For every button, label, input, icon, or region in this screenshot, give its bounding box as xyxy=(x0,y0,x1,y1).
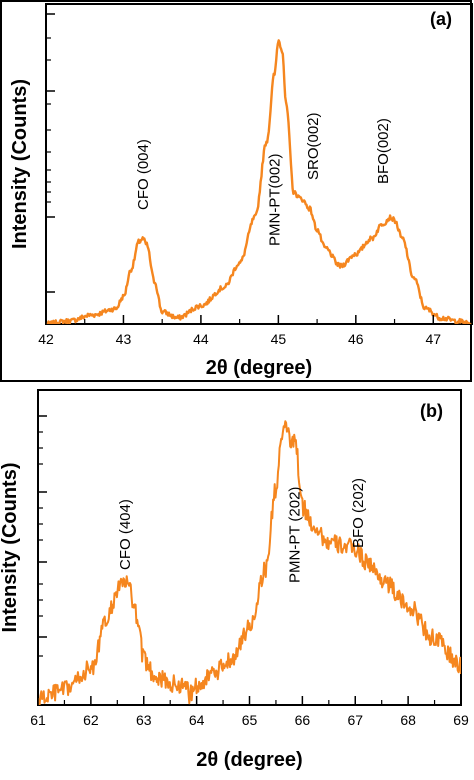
peak-label: PMN-PT (202) xyxy=(286,487,303,583)
x-axis-title: 2θ (degree) xyxy=(206,357,312,379)
xrd-chart-a: 42 43 44 45 46 47 2θ (degree) Intensity (Counts… xyxy=(9,3,473,379)
x-tick-label: 61 xyxy=(30,712,46,728)
plot-frame xyxy=(37,389,462,706)
x-tick-label: 65 xyxy=(242,712,258,728)
x-axis-title: 2θ (degree) xyxy=(196,749,302,771)
chart-panel-a: 42 43 44 45 46 47 2θ (degree) Intensity (Counts… xyxy=(0,0,473,382)
y-axis-title: Intensity (Counts) xyxy=(9,79,31,249)
peak-label: SRO(002) xyxy=(305,112,322,180)
peak-label: CFO (004) xyxy=(135,139,152,210)
x-tick-label: 69 xyxy=(453,712,469,728)
x-tick-label: 46 xyxy=(348,331,364,347)
y-axis-title: Intensity (Counts) xyxy=(0,463,21,633)
peak-label: CFO (404) xyxy=(117,499,134,570)
x-tick-label: 63 xyxy=(136,712,152,728)
panel-label: (b) xyxy=(420,401,443,421)
x-tick-label: 62 xyxy=(83,712,99,728)
x-tick-label: 44 xyxy=(193,331,209,347)
xrd-chart-b: 61 62 63 64 65 66 67 68 69 2θ (degree) Intensity (… xyxy=(0,389,469,771)
x-tick-label: 45 xyxy=(271,331,287,347)
series-line xyxy=(38,420,461,705)
panel-label: (a) xyxy=(430,9,452,29)
x-tick-label: 67 xyxy=(347,712,363,728)
chart-panel-b: 61 62 63 64 65 66 67 68 69 2θ (degree) Intensity (… xyxy=(0,388,474,780)
peak-label: BFO (202) xyxy=(350,478,367,548)
x-tick-label: 42 xyxy=(38,331,54,347)
x-tick-label: 47 xyxy=(425,331,441,347)
plot-frame xyxy=(45,3,473,325)
x-tick-label: 68 xyxy=(400,712,416,728)
x-tick-label: 64 xyxy=(189,712,205,728)
series-line xyxy=(46,39,472,324)
x-tick-label: 43 xyxy=(116,331,132,347)
peak-label: BFO(002) xyxy=(375,118,392,184)
peak-label: PMN-PT(002) xyxy=(266,153,283,246)
x-tick-label: 66 xyxy=(295,712,311,728)
